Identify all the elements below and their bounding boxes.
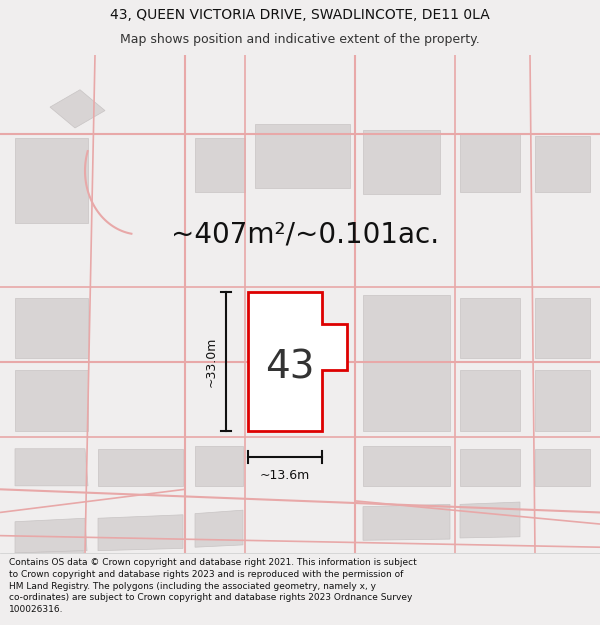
Text: ~13.6m: ~13.6m [260, 469, 310, 482]
Polygon shape [15, 518, 87, 553]
Polygon shape [50, 90, 105, 128]
Text: Contains OS data © Crown copyright and database right 2021. This information is : Contains OS data © Crown copyright and d… [9, 558, 417, 614]
Polygon shape [15, 370, 88, 431]
Polygon shape [98, 515, 183, 551]
Polygon shape [15, 298, 88, 358]
Polygon shape [15, 449, 88, 486]
Polygon shape [535, 449, 590, 486]
Polygon shape [248, 292, 347, 431]
Polygon shape [255, 124, 350, 188]
Polygon shape [460, 502, 520, 538]
Polygon shape [460, 134, 520, 192]
Polygon shape [195, 510, 243, 548]
Text: 43: 43 [265, 349, 315, 387]
Polygon shape [15, 551, 85, 562]
Text: Map shows position and indicative extent of the property.: Map shows position and indicative extent… [120, 33, 480, 46]
Polygon shape [535, 298, 590, 358]
Polygon shape [460, 370, 520, 431]
Polygon shape [460, 298, 520, 358]
Polygon shape [98, 449, 183, 486]
Polygon shape [363, 504, 450, 540]
Polygon shape [363, 295, 450, 431]
Polygon shape [15, 138, 88, 223]
Polygon shape [363, 130, 440, 194]
Polygon shape [535, 136, 590, 192]
Polygon shape [363, 446, 450, 486]
Text: ~33.0m: ~33.0m [205, 337, 218, 387]
Text: ~407m²/~0.101ac.: ~407m²/~0.101ac. [171, 221, 439, 249]
Polygon shape [195, 446, 243, 486]
Text: 43, QUEEN VICTORIA DRIVE, SWADLINCOTE, DE11 0LA: 43, QUEEN VICTORIA DRIVE, SWADLINCOTE, D… [110, 8, 490, 22]
Polygon shape [460, 449, 520, 486]
Polygon shape [195, 138, 245, 192]
Polygon shape [535, 370, 590, 431]
